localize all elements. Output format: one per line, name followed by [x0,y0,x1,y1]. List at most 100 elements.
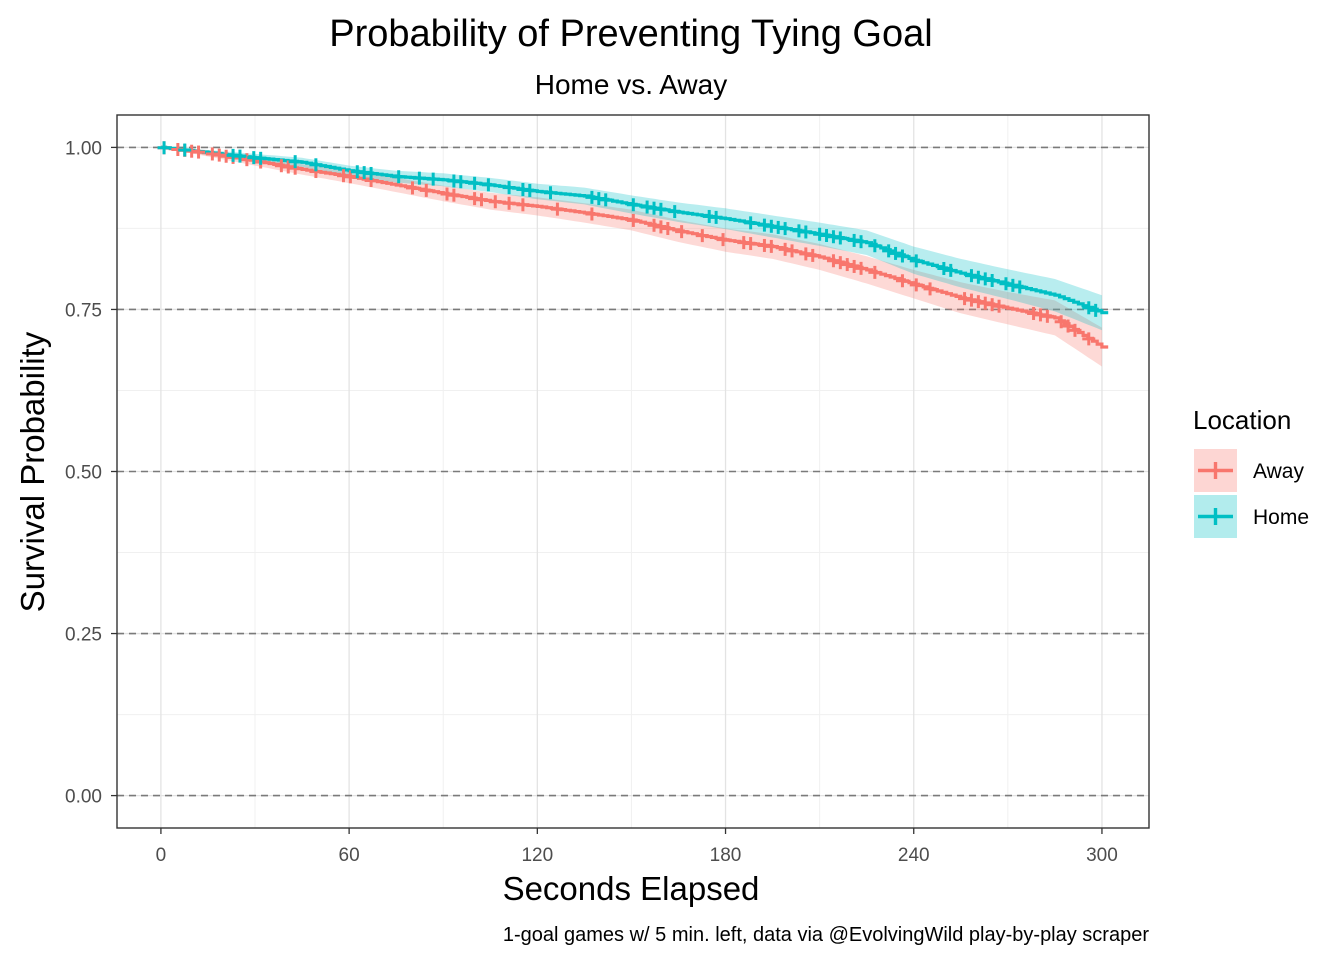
censor-mark-away [1054,315,1068,329]
censor-mark-home [233,149,247,163]
censor-mark-away [992,299,1006,313]
censor-mark-away [474,193,488,207]
censor-mark-home [999,277,1013,291]
censor-mark-away [958,292,972,306]
censor-mark-away [778,242,792,256]
censor-mark-away [488,195,502,209]
censor-mark-away [661,222,675,236]
y-tick-label: 0.50 [65,463,102,484]
censor-mark-away [675,225,689,239]
censor-mark-away [744,237,758,251]
censor-mark-home [944,263,958,277]
censor-mark-away [550,202,564,216]
censor-mark-home [709,210,723,224]
censor-mark-away [626,213,640,227]
legend: Location Away Home [1193,405,1309,538]
censor-mark-home [882,244,896,258]
censor-mark-away [647,218,661,232]
censor-mark-home [654,202,668,216]
x-tick-label: 0 [156,845,167,866]
censor-mark-home [1013,280,1027,294]
censor-mark-away [447,188,461,202]
censor-mark-away [978,296,992,310]
legend-item-away: Away [1194,449,1304,492]
x-tick-label: 60 [339,845,360,866]
y-tick-label: 0.75 [65,300,102,321]
censor-mark-away [985,298,999,312]
censor-mark-away [1061,319,1075,333]
censor-mark-home [937,261,951,275]
censor-mark-home [1082,301,1096,315]
censor-mark-home [468,176,482,190]
censor-mark-home [626,198,640,212]
censor-mark-away [840,258,854,272]
censor-mark-away [240,153,254,167]
censor-mark-away [854,261,868,275]
censor-mark-home [544,186,558,200]
censor-mark-away [343,170,357,184]
y-tick-label: 0.25 [65,625,102,646]
censor-mark-home [254,151,268,165]
censor-mark-away [909,278,923,292]
legend-label-home: Home [1253,506,1309,529]
censor-mark-home [964,269,978,283]
censor-mark-away [826,254,840,268]
chart-subtitle: Home vs. Away [535,69,727,100]
censor-mark-away [192,145,206,159]
censor-mark-home [668,205,682,219]
censor-mark-home [309,158,323,172]
censor-mark-home [426,172,440,186]
legend-item-home: Home [1194,495,1309,538]
y-axis-ticks: 0.00 0.25 0.50 0.75 1.00 [65,138,117,808]
censor-mark-home [1006,278,1020,292]
y-tick-label: 0.00 [65,787,102,808]
reference-lines [117,146,1149,797]
censor-mark-away [585,207,599,221]
censor-mark-home [868,239,882,253]
y-tick-label: 1.00 [65,138,102,159]
censor-mark-away [1040,309,1054,323]
censor-mark-away [895,274,909,288]
censor-mark-away [833,256,847,270]
censor-mark-away [799,247,813,261]
chart-caption: 1-goal games w/ 5 min. left, data via @E… [503,924,1149,946]
censor-mark-home [889,246,903,260]
chart-title: Probability of Preventing Tying Goal [329,13,932,55]
censor-mark-home [909,254,923,268]
censor-mark-away [964,293,978,307]
censor-mark-away [868,265,882,279]
censor-mark-away [764,239,778,253]
censor-mark-home [833,231,847,245]
legend-items: Away Home [1194,449,1309,538]
x-tick-label: 180 [710,845,742,866]
censor-mark-away [971,295,985,309]
censor-mark-away [419,183,433,197]
x-axis-title: Seconds Elapsed [503,870,760,907]
censor-mark-away [1068,323,1082,337]
censor-mark-home [288,155,302,169]
censor-mark-home [895,249,909,263]
censor-mark-home [744,216,758,230]
censor-mark-away [405,181,419,195]
x-tick-label: 120 [521,845,553,866]
censor-mark-away [695,229,709,243]
censor-mark-home [364,166,378,180]
censor-mark-home [157,141,171,155]
x-tick-label: 300 [1086,845,1118,866]
censor-mark-away [923,282,937,296]
censor-mark-away [502,196,516,210]
legend-title: Location [1193,405,1291,435]
y-axis-title: Survival Probability [14,331,51,612]
censor-mark-home [1089,303,1103,317]
x-tick-label: 240 [898,845,930,866]
x-axis-ticks: 0 60 120 180 240 300 [156,828,1118,866]
plot-panel [116,114,1150,829]
censor-mark-home [412,171,426,185]
censor-mark-home [178,143,192,157]
censor-mark-home [985,274,999,288]
censor-mark-away [785,244,799,258]
censor-mark-home [481,178,495,192]
censor-mark-home [599,193,613,207]
censor-mark-home [799,225,813,239]
